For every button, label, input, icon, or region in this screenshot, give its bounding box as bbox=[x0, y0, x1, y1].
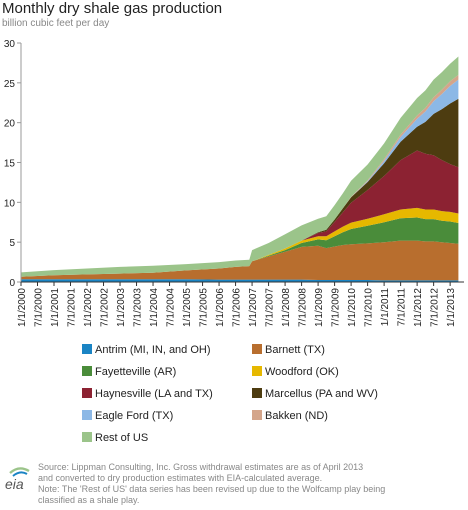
x-tick-label: 1/1/2013 bbox=[446, 288, 457, 327]
x-tick-label: 1/1/2004 bbox=[149, 288, 160, 327]
x-tick-label: 7/1/2011 bbox=[397, 288, 408, 327]
y-tick-label: 5 bbox=[9, 238, 15, 249]
legend-label: Haynesville (LA and TX) bbox=[95, 388, 213, 400]
x-tick-label: 7/1/2008 bbox=[298, 288, 309, 327]
area-series-3 bbox=[21, 207, 459, 277]
legend-label: Eagle Ford (TX) bbox=[95, 410, 174, 422]
x-tick-label: 1/1/2011 bbox=[380, 288, 391, 327]
source-line-1: Source: Lippman Consulting, Inc. Gross w… bbox=[38, 462, 364, 472]
legend-item: Barnett (TX) bbox=[252, 344, 325, 356]
legend-label: Marcellus (PA and WV) bbox=[265, 388, 378, 400]
x-tick-label: 7/1/2001 bbox=[67, 288, 78, 327]
x-tick-label: 7/1/2012 bbox=[430, 288, 441, 327]
legend-item: Marcellus (PA and WV) bbox=[252, 388, 378, 400]
x-tick-label: 1/1/2008 bbox=[281, 288, 292, 327]
legend-item: Rest of US bbox=[82, 432, 148, 444]
x-tick-label: 7/1/2010 bbox=[364, 288, 375, 327]
legend-swatch bbox=[252, 344, 262, 354]
legend-item: Woodford (OK) bbox=[252, 366, 339, 378]
source-line-2: and converted to dry production estimate… bbox=[38, 473, 323, 483]
area-series-1 bbox=[21, 240, 459, 281]
x-tick-label: 1/1/2003 bbox=[116, 288, 127, 327]
chart-axes: 0 5 10 15 20 25 30 1/1/2000 7/1/2000 1/1/2001 7/1/… bbox=[4, 39, 464, 327]
x-tick-label: 7/1/2002 bbox=[100, 288, 111, 327]
note-line-2: classified as a shale play. bbox=[38, 495, 140, 505]
legend-swatch bbox=[252, 388, 262, 398]
x-tick-label: 1/1/2007 bbox=[248, 288, 259, 327]
x-tick-label: 1/1/2001 bbox=[50, 288, 61, 327]
x-tick-label: 7/1/2004 bbox=[166, 288, 177, 327]
svg-text:eia: eia bbox=[5, 476, 24, 492]
legend-item: Antrim (MI, IN, and OH) bbox=[82, 344, 211, 356]
area-series-4 bbox=[21, 150, 459, 277]
legend-item: Bakken (ND) bbox=[252, 410, 328, 422]
legend-swatch bbox=[82, 432, 92, 442]
x-tick-label: 7/1/2006 bbox=[232, 288, 243, 327]
x-tick-label: 1/1/2009 bbox=[314, 288, 325, 327]
x-tick-label: 1/1/2000 bbox=[17, 288, 28, 327]
legend-label: Rest of US bbox=[95, 432, 149, 444]
legend-swatch bbox=[252, 366, 262, 376]
x-tick-label: 1/1/2002 bbox=[83, 288, 94, 327]
legend-swatch bbox=[82, 410, 92, 420]
y-tick-label: 30 bbox=[4, 39, 16, 50]
x-tick-label: 7/1/2000 bbox=[34, 288, 45, 327]
y-tick-label: 20 bbox=[4, 119, 16, 130]
legend-swatch bbox=[82, 366, 92, 376]
x-tick-label: 7/1/2005 bbox=[199, 288, 210, 327]
legend-label: Antrim (MI, IN, and OH) bbox=[95, 344, 211, 356]
chart-title: Monthly dry shale gas production bbox=[2, 0, 223, 17]
legend-label: Barnett (TX) bbox=[265, 344, 325, 356]
legend-label: Bakken (ND) bbox=[265, 410, 328, 422]
x-tick-label: 1/1/2005 bbox=[182, 288, 193, 327]
legend-label: Fayetteville (AR) bbox=[95, 366, 177, 378]
area-series-2 bbox=[21, 217, 459, 277]
legend-item: Fayetteville (AR) bbox=[82, 366, 176, 378]
legend-label: Woodford (OK) bbox=[265, 366, 339, 378]
legend-swatch bbox=[82, 344, 92, 354]
x-tick-label: 7/1/2009 bbox=[331, 288, 342, 327]
x-tick-label: 1/1/2006 bbox=[215, 288, 226, 327]
legend-item: Haynesville (LA and TX) bbox=[82, 388, 213, 400]
y-tick-label: 0 bbox=[9, 278, 15, 289]
stacked-areas bbox=[21, 56, 459, 282]
area-series-6 bbox=[21, 79, 459, 277]
x-tick-label: 7/1/2007 bbox=[265, 288, 276, 327]
x-tick-label: 1/1/2010 bbox=[347, 288, 358, 327]
footer-notes: Source: Lippman Consulting, Inc. Gross w… bbox=[38, 462, 464, 506]
eia-logo: eia bbox=[5, 467, 30, 492]
area-series-8 bbox=[21, 56, 459, 277]
chart-subtitle: billion cubic feet per day bbox=[2, 18, 110, 29]
legend-swatch bbox=[82, 388, 92, 398]
shale-gas-chart: 0 5 10 15 20 25 30 1/1/2000 7/1/2000 1/1/2001 7/1/… bbox=[4, 39, 464, 327]
legend-item: Eagle Ford (TX) bbox=[82, 410, 173, 422]
legend-swatch bbox=[252, 410, 262, 420]
x-tick-label: 1/1/2012 bbox=[413, 288, 424, 327]
x-tick-label: 7/1/2003 bbox=[133, 288, 144, 327]
area-series-0 bbox=[21, 279, 459, 282]
y-tick-label: 25 bbox=[4, 79, 16, 90]
y-tick-label: 10 bbox=[4, 198, 16, 209]
note-line-1: Note: The 'Rest of US' data series has b… bbox=[38, 484, 386, 494]
y-tick-label: 15 bbox=[4, 159, 16, 170]
